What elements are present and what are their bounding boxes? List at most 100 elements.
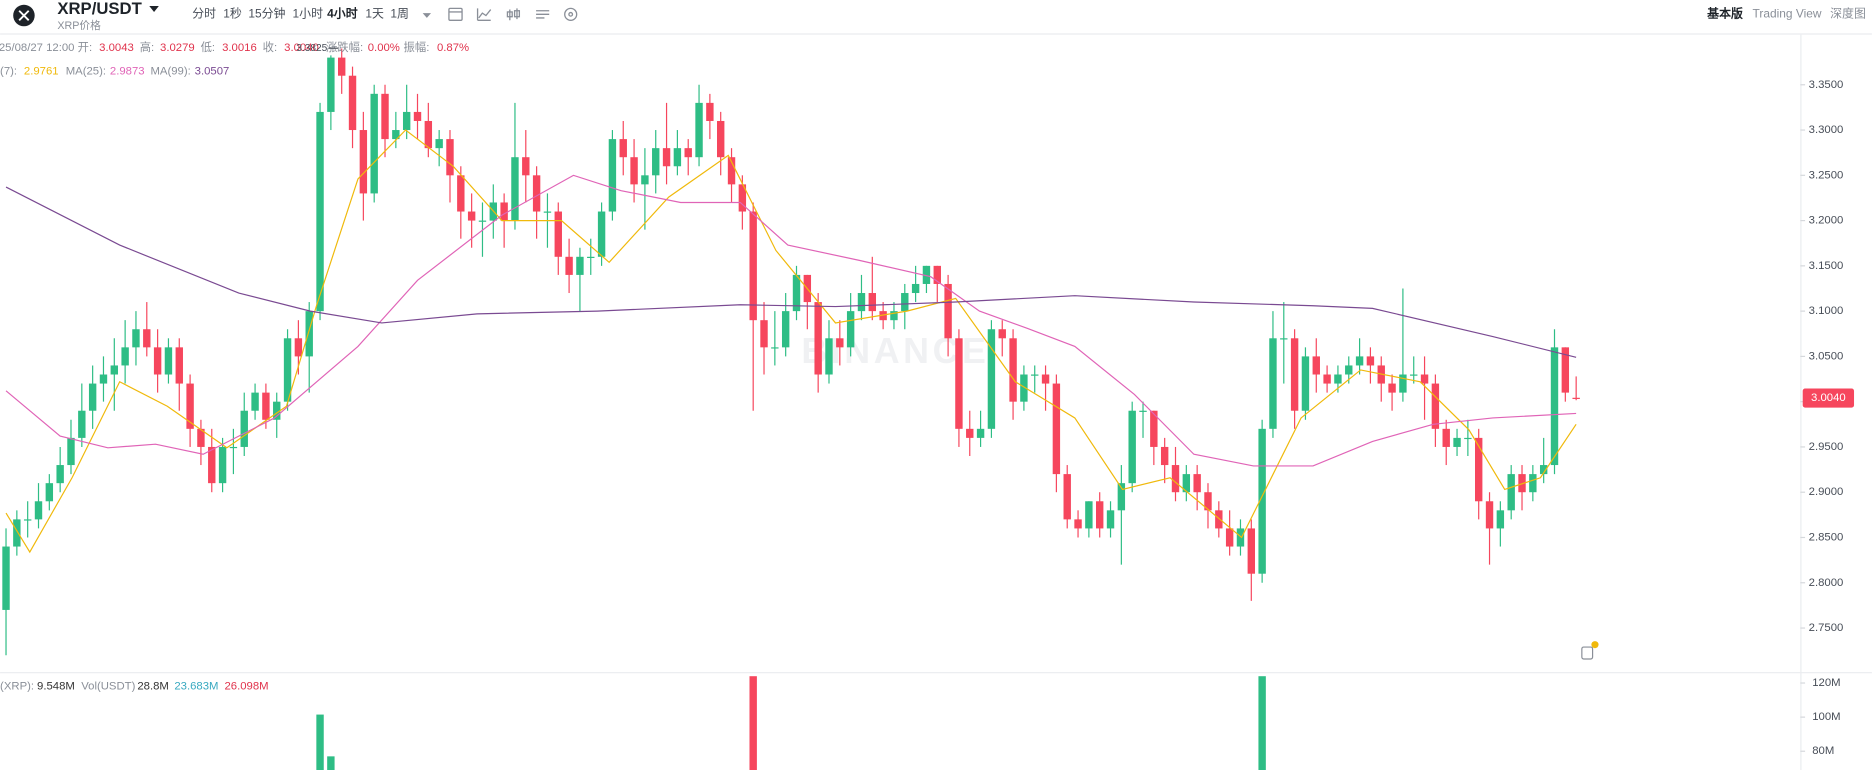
volume-tick-label: 80M — [1812, 745, 1834, 757]
interval-tab[interactable]: 1小时 — [293, 6, 324, 20]
y-tick-label: 3.3000 — [1809, 124, 1844, 136]
candle-body — [1171, 465, 1180, 493]
candle-body — [327, 57, 335, 112]
candle-body — [1420, 374, 1429, 384]
view-tab[interactable]: 深度图 — [1830, 6, 1866, 20]
candle-body — [868, 293, 877, 312]
candle-body — [34, 501, 43, 520]
volume-tick-label: 120M — [1812, 677, 1840, 689]
candle-body — [1388, 383, 1396, 393]
info-value: 3.0040 — [284, 42, 319, 54]
candle-body — [1009, 338, 1017, 402]
view-tab[interactable]: 基本版 — [1706, 6, 1743, 20]
ma-line — [5, 129, 1577, 554]
candle-body — [424, 120, 433, 149]
calendar-icon[interactable] — [448, 7, 463, 21]
candle-body — [338, 57, 346, 76]
candle-body — [1496, 510, 1505, 529]
y-tick-label: 3.1000 — [1809, 305, 1844, 317]
candle-body — [695, 102, 703, 158]
candle-body — [457, 175, 465, 212]
close-button[interactable] — [13, 4, 35, 27]
candle-body — [771, 347, 779, 349]
candle-body — [1464, 437, 1472, 440]
candle-body — [1225, 528, 1234, 547]
candle-body — [13, 519, 21, 547]
candle-body — [229, 446, 238, 449]
info-label: 低: — [201, 41, 215, 54]
candle-body — [1139, 410, 1147, 412]
candle-body — [2, 546, 10, 610]
candle-body — [1442, 428, 1450, 447]
candle-body — [240, 410, 248, 447]
interval-tab[interactable]: 4小时 — [327, 6, 358, 20]
candle-body — [121, 347, 129, 366]
candle-body — [446, 139, 454, 176]
y-tick-label: 3.1500 — [1809, 260, 1844, 272]
info-label: 25/08/27 12:00 — [0, 42, 74, 54]
candle-body — [565, 256, 573, 275]
interval-tab[interactable]: 1周 — [390, 6, 409, 20]
info-label: 振幅: — [404, 40, 430, 54]
interval-tab[interactable]: 1秒 — [223, 6, 242, 20]
info-label: 收: — [263, 40, 277, 54]
symbol[interactable]: XRP/USDT — [57, 0, 142, 18]
view-tab[interactable]: Trading View — [1753, 6, 1822, 20]
info-value: 3.0279 — [160, 42, 195, 54]
interval-tab[interactable]: 15分钟 — [248, 6, 285, 20]
current-price-tag — [1802, 388, 1855, 408]
candle-body — [164, 347, 173, 375]
more-intervals[interactable] — [422, 13, 432, 18]
target-icon[interactable] — [564, 7, 578, 21]
candle-body — [781, 311, 790, 348]
candle-body — [467, 211, 476, 221]
candle-body — [554, 211, 562, 257]
info-value: 0.87% — [437, 42, 469, 54]
candle-body — [218, 446, 227, 484]
interval-tab[interactable]: 分时 — [192, 6, 216, 20]
candle-body — [1182, 474, 1191, 493]
candle-body — [402, 111, 411, 131]
candle-style-icon[interactable] — [506, 8, 521, 21]
candle-body — [1334, 374, 1342, 384]
candle-body — [1399, 374, 1407, 393]
candle-body — [175, 347, 183, 384]
candle-body — [413, 111, 422, 121]
interval-tab[interactable]: 1天 — [365, 6, 384, 20]
info-label: 开: — [78, 42, 92, 54]
candle-body — [1529, 474, 1537, 493]
candle-body — [1485, 501, 1494, 529]
indicator-icon[interactable] — [476, 8, 492, 21]
candle-body — [630, 157, 638, 185]
volume-legend: 28.8M — [137, 680, 168, 692]
candle-body — [153, 347, 162, 375]
candle-body — [727, 157, 736, 185]
candle-body — [901, 293, 909, 312]
candle-body — [1550, 347, 1559, 466]
symbol-subtitle: XRP价格 — [57, 19, 101, 32]
alert-icon[interactable] — [1581, 641, 1599, 660]
candle-body — [208, 446, 216, 484]
candle-body — [283, 338, 292, 402]
candle-body — [1128, 410, 1136, 484]
candle-body — [132, 329, 140, 348]
candle-body — [56, 465, 64, 484]
candle-body — [1160, 446, 1169, 466]
candle-body — [673, 148, 682, 167]
symbol-dropdown[interactable] — [149, 5, 159, 12]
candle-body — [1518, 474, 1526, 493]
candle-body — [1475, 437, 1483, 502]
candle-body — [933, 265, 941, 284]
candle-body — [1020, 374, 1028, 402]
candle-body — [1063, 474, 1071, 520]
settings-icon[interactable] — [536, 10, 550, 19]
candle-body — [316, 111, 324, 312]
candle-body — [1539, 465, 1548, 475]
candle-body — [1052, 383, 1061, 475]
ma-legend-label: MA(25): — [66, 66, 106, 78]
volume-legend: Vol(USDT) — [81, 680, 135, 692]
candle-body — [273, 401, 281, 420]
candle-body — [478, 220, 487, 222]
candle-body — [186, 383, 194, 429]
